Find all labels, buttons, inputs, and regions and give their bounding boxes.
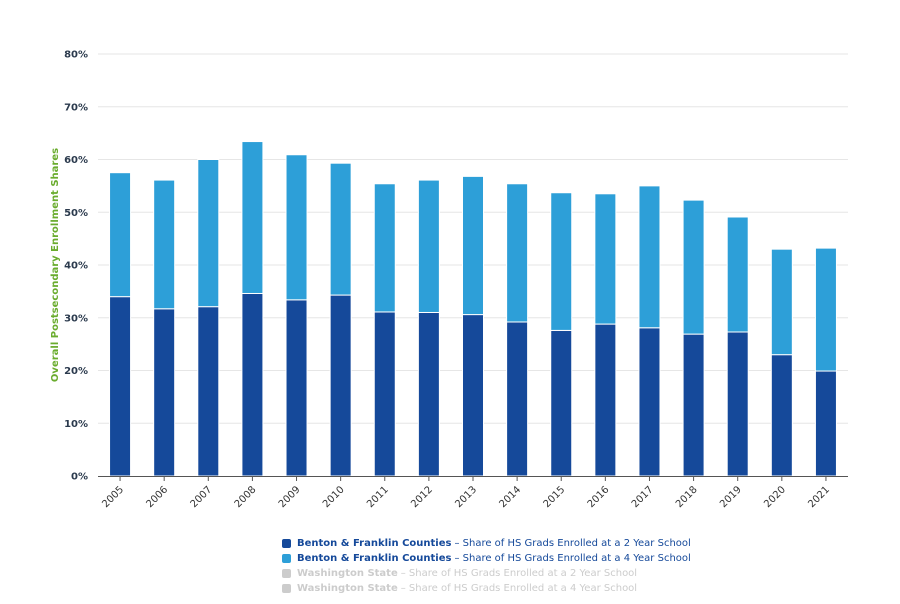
legend-series-desc: – Share of HS Grads Enrolled at a 2 Year… bbox=[400, 568, 638, 579]
x-tick-label: 2009 bbox=[277, 484, 303, 510]
x-tick-label: 2017 bbox=[630, 484, 656, 510]
legend-swatch bbox=[282, 584, 291, 593]
y-axis-title: Overall Postsecondary Enrollment Shares bbox=[50, 148, 61, 382]
x-tick-label: 2020 bbox=[762, 484, 788, 510]
bar-2005-series-1[interactable] bbox=[109, 296, 132, 477]
legend: Benton & Franklin Counties – Share of HS … bbox=[282, 536, 691, 596]
x-tick-label: 2006 bbox=[145, 484, 171, 510]
bar-2016-series-2[interactable] bbox=[594, 193, 617, 325]
bar-2021-series-1[interactable] bbox=[814, 370, 837, 477]
bar-2008-series-1[interactable] bbox=[241, 292, 264, 477]
y-tick-label: 30% bbox=[64, 313, 88, 324]
bar-2017-series-2[interactable] bbox=[638, 185, 661, 329]
bar-2010-series-1[interactable] bbox=[329, 294, 352, 477]
y-tick-label: 40% bbox=[64, 261, 88, 272]
bar-2014-series-2[interactable] bbox=[506, 183, 529, 323]
legend-swatch bbox=[282, 554, 291, 563]
bar-2012-series-2[interactable] bbox=[417, 179, 440, 313]
x-tick-label: 2015 bbox=[542, 484, 568, 510]
x-tick-label: 2010 bbox=[321, 484, 347, 510]
y-tick-label: 10% bbox=[64, 419, 88, 430]
legend-item[interactable]: Washington State – Share of HS Grads Enro… bbox=[282, 581, 691, 596]
bar-2014-series-1[interactable] bbox=[506, 321, 529, 477]
bar-2008-series-2[interactable] bbox=[241, 141, 264, 294]
bar-2021-series-2[interactable] bbox=[814, 247, 837, 372]
bar-2005-series-2[interactable] bbox=[109, 172, 132, 298]
legend-series-desc: – Share of HS Grads Enrolled at a 2 Year… bbox=[454, 538, 691, 549]
bar-2009-series-1[interactable] bbox=[285, 299, 308, 477]
x-tick-label: 2016 bbox=[586, 484, 612, 510]
y-tick-label: 20% bbox=[64, 366, 88, 377]
legend-swatch bbox=[282, 569, 291, 578]
bar-2007-series-2[interactable] bbox=[197, 159, 220, 308]
x-tick-label: 2021 bbox=[806, 484, 832, 510]
legend-series-name: Benton & Franklin Counties bbox=[297, 553, 452, 564]
bar-2015-series-2[interactable] bbox=[550, 192, 573, 331]
bar-2020-series-1[interactable] bbox=[770, 354, 793, 477]
legend-series-desc: – Share of HS Grads Enrolled at a 4 Year… bbox=[454, 553, 691, 564]
bar-2007-series-1[interactable] bbox=[197, 306, 220, 477]
bar-2020-series-2[interactable] bbox=[770, 248, 793, 356]
legend-series-name: Washington State bbox=[297, 583, 398, 594]
bar-2010-series-2[interactable] bbox=[329, 162, 352, 296]
x-tick-label: 2019 bbox=[718, 484, 744, 510]
x-tick-label: 2011 bbox=[365, 484, 391, 510]
y-tick-label: 50% bbox=[64, 208, 88, 219]
bars bbox=[109, 141, 837, 477]
x-tick-label: 2007 bbox=[189, 484, 215, 510]
bar-2019-series-2[interactable] bbox=[726, 216, 749, 333]
bar-2013-series-2[interactable] bbox=[462, 175, 484, 316]
bar-2013-series-1[interactable] bbox=[462, 314, 484, 477]
bar-2006-series-1[interactable] bbox=[153, 308, 176, 477]
bar-2006-series-2[interactable] bbox=[153, 179, 176, 310]
bar-2011-series-2[interactable] bbox=[373, 183, 396, 313]
legend-item[interactable]: Benton & Franklin Counties – Share of HS … bbox=[282, 551, 691, 566]
x-tick-label: 2012 bbox=[409, 484, 435, 510]
bar-2016-series-1[interactable] bbox=[594, 323, 617, 477]
x-tick-label: 2014 bbox=[497, 484, 523, 510]
legend-series-desc: – Share of HS Grads Enrolled at a 4 Year… bbox=[400, 583, 638, 594]
x-tick-label: 2005 bbox=[100, 484, 126, 510]
legend-series-name: Washington State bbox=[297, 568, 398, 579]
legend-series-name: Benton & Franklin Counties bbox=[297, 538, 452, 549]
bar-2017-series-1[interactable] bbox=[638, 327, 661, 477]
x-tick-label: 2008 bbox=[233, 484, 259, 510]
bar-2011-series-1[interactable] bbox=[373, 311, 396, 477]
y-tick-label: 0% bbox=[71, 472, 88, 483]
bar-2018-series-2[interactable] bbox=[682, 199, 705, 335]
bar-2015-series-1[interactable] bbox=[550, 329, 573, 477]
bar-2012-series-1[interactable] bbox=[417, 311, 440, 477]
x-tick-label: 2013 bbox=[453, 484, 479, 510]
y-tick-label: 60% bbox=[64, 155, 88, 166]
bar-2018-series-1[interactable] bbox=[682, 333, 705, 477]
x-tick-label: 2018 bbox=[674, 484, 700, 510]
bar-2019-series-1[interactable] bbox=[726, 331, 749, 477]
bar-2009-series-2[interactable] bbox=[285, 154, 308, 301]
y-tick-label: 70% bbox=[64, 102, 88, 113]
y-tick-label: 80% bbox=[64, 50, 88, 61]
legend-item[interactable]: Washington State – Share of HS Grads Enro… bbox=[282, 566, 691, 581]
legend-item[interactable]: Benton & Franklin Counties – Share of HS … bbox=[282, 536, 691, 551]
legend-swatch bbox=[282, 539, 291, 548]
